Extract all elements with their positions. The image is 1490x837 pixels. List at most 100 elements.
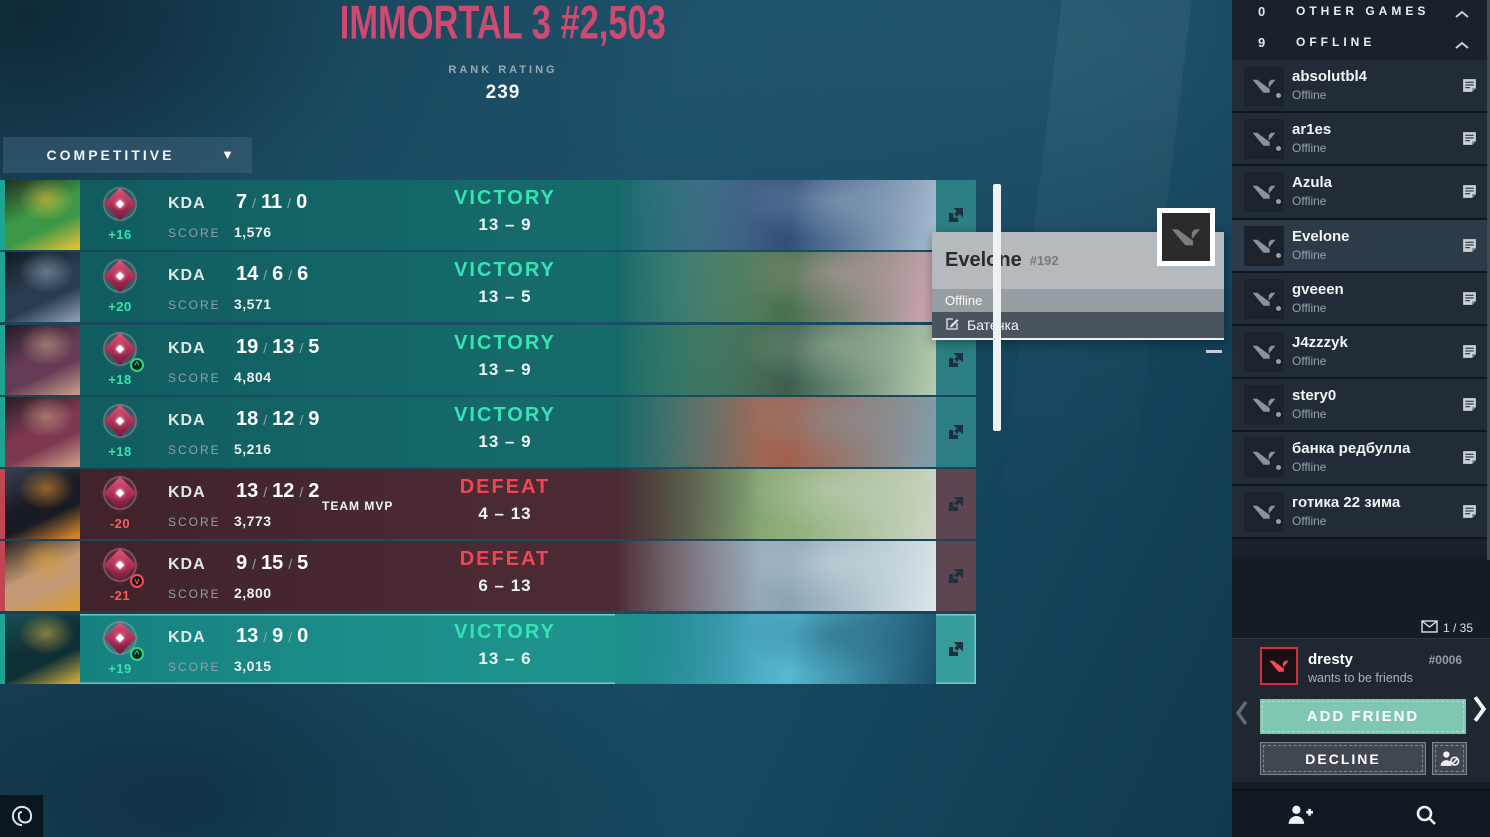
kda-separator: / bbox=[299, 484, 304, 501]
score-label: SCORE bbox=[168, 370, 221, 385]
friend-row[interactable]: банка редбулла Offline bbox=[1232, 432, 1490, 486]
kda-separator: / bbox=[299, 411, 304, 428]
friend-row[interactable]: absolutbl4 Offline bbox=[1232, 60, 1490, 114]
friend-name: банка редбулла bbox=[1292, 440, 1411, 458]
section-other-games[interactable]: 0 OTHER GAMES bbox=[1232, 0, 1490, 25]
kda-line: KDA 13/9/0 bbox=[168, 625, 312, 648]
note-icon[interactable] bbox=[1461, 396, 1478, 418]
kda-value: 13 bbox=[236, 480, 259, 503]
match-details-button[interactable] bbox=[936, 396, 976, 467]
status-dot bbox=[1274, 91, 1283, 100]
rank-title: IMMORTAL 3 #2,503 bbox=[339, 0, 666, 49]
rank-rating-label: RANK RATING bbox=[448, 64, 558, 76]
sidebar-scrollbar[interactable] bbox=[1487, 0, 1490, 560]
score-line: SCORE 5,216 bbox=[168, 441, 272, 459]
rank-column: -20 bbox=[88, 471, 152, 531]
context-player-tag: #192 bbox=[1029, 253, 1059, 268]
chevron-up-icon[interactable] bbox=[1454, 37, 1470, 55]
add-friend-button[interactable]: ADD FRIEND bbox=[1260, 699, 1466, 734]
block-user-button[interactable] bbox=[1432, 742, 1467, 775]
next-request-arrow[interactable] bbox=[1472, 694, 1487, 729]
match-details-button[interactable] bbox=[936, 613, 976, 684]
friend-row[interactable]: J4zzzyk Offline bbox=[1232, 325, 1490, 380]
decline-button[interactable]: DECLINE bbox=[1260, 742, 1426, 775]
sidebar-bottom-bar bbox=[1232, 789, 1490, 837]
match-result: VICTORY bbox=[454, 620, 556, 643]
match-row[interactable]: ^ +19 KDA 13/9/0 SCORE 3,015 VICTORY 13 – 6 bbox=[0, 613, 976, 684]
search-icon[interactable] bbox=[1414, 803, 1438, 832]
kda-separator: / bbox=[263, 484, 268, 501]
note-icon[interactable] bbox=[1461, 130, 1478, 152]
note-icon[interactable] bbox=[1461, 237, 1478, 259]
note-icon[interactable] bbox=[1461, 77, 1478, 99]
match-score: 13 – 9 bbox=[478, 215, 532, 234]
add-friend-icon[interactable] bbox=[1286, 803, 1313, 831]
status-dot bbox=[1274, 463, 1283, 473]
map-thumbnail bbox=[615, 324, 936, 395]
previous-request-arrow[interactable] bbox=[1235, 700, 1249, 731]
friend-row[interactable]: Evelone Offline bbox=[1232, 219, 1490, 273]
competitive-filter-dropdown[interactable]: COMPETITIVE ▼ bbox=[3, 137, 252, 173]
note-icon[interactable] bbox=[1461, 290, 1478, 312]
note-icon[interactable] bbox=[1461, 503, 1478, 525]
combat-score: 4,804 bbox=[234, 368, 272, 385]
scrollbar[interactable] bbox=[993, 184, 1001, 431]
match-result-block: VICTORY 13 – 6 bbox=[400, 621, 610, 669]
rank-up-icon: ^ bbox=[130, 646, 144, 661]
context-note-action[interactable]: Батечка bbox=[932, 312, 1224, 340]
section-offline[interactable]: 9 OFFLINE bbox=[1232, 28, 1490, 56]
result-accent-bar bbox=[0, 613, 5, 684]
match-row[interactable]: ^ +18 KDA 19/13/5 SCORE 4,804 VICTORY 13 – 9 bbox=[0, 324, 976, 395]
rr-change: +18 bbox=[108, 371, 132, 387]
chevron-up-icon[interactable] bbox=[1454, 6, 1470, 24]
result-accent-bar bbox=[0, 180, 5, 250]
note-icon[interactable] bbox=[1461, 449, 1478, 471]
overlay-app-icon[interactable] bbox=[0, 795, 43, 837]
match-row[interactable]: v -21 KDA 9/15/5 SCORE 2,800 DEFEAT 6 – 13 bbox=[0, 541, 976, 612]
match-row[interactable]: -20 KDA 13/12/2 SCORE 3,773 TEAM MVP DEFEAT 4 –… bbox=[0, 469, 976, 540]
rank-badge-icon: v bbox=[99, 545, 144, 589]
match-details-button[interactable] bbox=[936, 469, 976, 540]
kda-value: 18 bbox=[236, 407, 259, 430]
friend-row[interactable]: stery0 Offline bbox=[1232, 379, 1490, 433]
friend-name: ar1es bbox=[1292, 121, 1332, 139]
kda-value: 12 bbox=[272, 407, 295, 430]
resize-handle[interactable] bbox=[1206, 350, 1222, 353]
valorant-logo-avatar bbox=[1244, 119, 1284, 160]
note-icon[interactable] bbox=[1461, 343, 1478, 365]
match-row[interactable]: +20 KDA 14/6/6 SCORE 3,571 VICTORY 13 – 5 bbox=[0, 252, 976, 323]
match-row[interactable]: +16 KDA 7/11/0 SCORE 1,576 VICTORY 13 – 9 bbox=[0, 180, 976, 250]
match-result: VICTORY bbox=[454, 259, 556, 282]
result-accent-bar bbox=[0, 396, 5, 467]
rank-down-icon: v bbox=[130, 574, 144, 589]
score-label: SCORE bbox=[168, 587, 221, 602]
pencil-icon bbox=[945, 317, 959, 334]
friend-name: J4zzzyk bbox=[1292, 333, 1348, 351]
friend-row[interactable]: готика 22 зима Offline bbox=[1232, 485, 1490, 539]
kda-separator: / bbox=[263, 411, 268, 428]
match-row[interactable]: +18 KDA 18/12/9 SCORE 5,216 VICTORY 13 – 9 bbox=[0, 396, 976, 467]
result-accent-bar bbox=[0, 541, 5, 612]
friend-status: Offline bbox=[1292, 353, 1327, 368]
rr-change: +18 bbox=[108, 443, 132, 459]
kda-label: KDA bbox=[168, 628, 206, 646]
match-details-button[interactable] bbox=[936, 541, 976, 612]
friend-row[interactable]: ar1es Offline bbox=[1232, 113, 1490, 167]
combat-score: 5,216 bbox=[234, 440, 272, 457]
valorant-logo-avatar bbox=[1244, 172, 1284, 213]
map-fade bbox=[615, 396, 936, 467]
match-score: 4 – 13 bbox=[478, 504, 532, 524]
kda-label: KDA bbox=[168, 339, 206, 357]
status-dot bbox=[1274, 250, 1283, 260]
score-line: SCORE 3,773 bbox=[168, 513, 272, 531]
note-icon[interactable] bbox=[1461, 183, 1478, 205]
friend-name: stery0 bbox=[1292, 387, 1337, 405]
kda-separator: / bbox=[252, 556, 257, 573]
kda-line: KDA 19/13/5 bbox=[168, 336, 323, 359]
friend-row[interactable]: gveeen Offline bbox=[1232, 272, 1490, 326]
kda-value: 13 bbox=[272, 335, 295, 358]
friend-row[interactable]: Azula Offline bbox=[1232, 166, 1490, 220]
section-label: OFFLINE bbox=[1296, 35, 1376, 49]
requester-tag: #0006 bbox=[1428, 653, 1462, 667]
friend-name: готика 22 зима bbox=[1292, 493, 1401, 511]
